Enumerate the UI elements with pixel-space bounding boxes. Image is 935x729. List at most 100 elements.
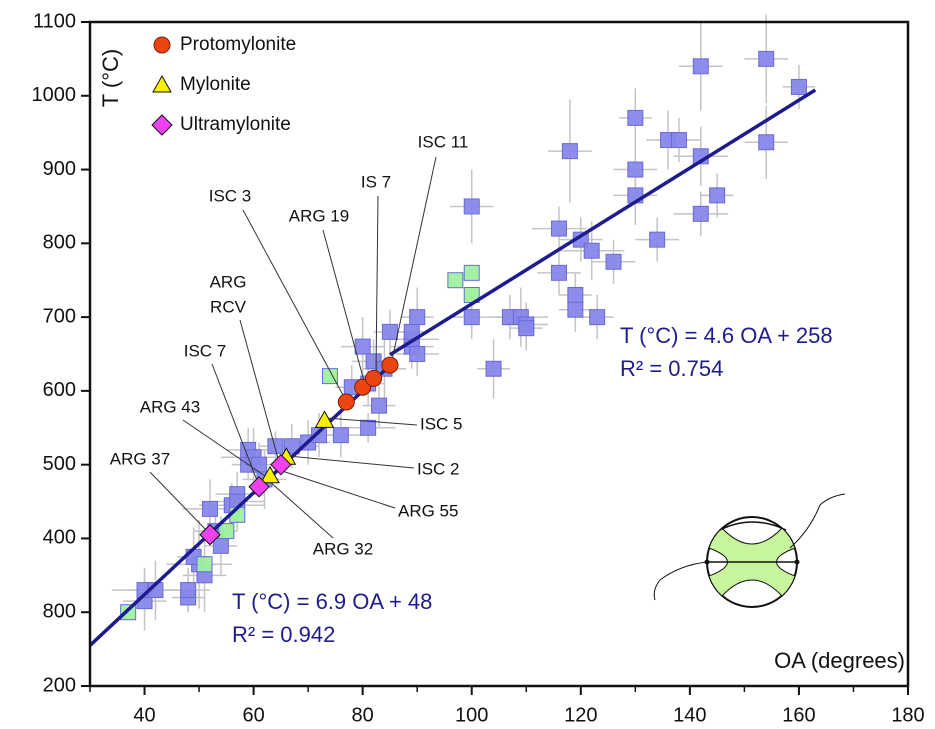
x-tick-label: 140 [673,704,706,726]
point [605,253,622,270]
y-tick-label: 500 [43,453,76,475]
legend-marker [151,114,173,136]
plot-frame [88,20,910,688]
fit-line [389,88,817,357]
point [463,264,480,281]
annotation-leader [267,479,334,539]
point [758,50,775,67]
point [251,456,268,473]
point [447,272,464,289]
legend-marker [152,74,172,93]
point [354,338,371,355]
inset-diagram [653,493,846,608]
point [199,524,221,546]
y-tick-label: 200 [43,674,76,696]
point [567,301,584,318]
point [692,205,709,222]
point [332,427,349,444]
point [180,582,197,599]
y-tick-label: 1000 [32,84,77,106]
annotation-leader [149,471,209,533]
point [337,393,355,411]
annotation: ISC 5 [420,414,463,433]
point [270,453,292,476]
point [314,410,335,428]
point [360,419,377,436]
x-tick-label: 180 [891,704,924,726]
inset-leader [789,493,846,549]
y-tick-label: 800 [43,601,76,623]
x-tick-label: 100 [455,704,488,726]
point [381,323,398,340]
x-tick-label: 120 [564,704,597,726]
point [627,109,644,126]
point [583,242,600,259]
point [321,368,338,385]
x-tick-label: 80 [352,704,374,726]
y-tick-label: 700 [43,305,76,327]
point [670,132,687,149]
annotation-leader [325,417,418,426]
point [649,231,666,248]
annotation: ARG 43 [140,397,200,416]
point [463,309,480,326]
fit-equation: T (°C) = 4.6 OA + 258 [620,323,833,348]
point [550,220,567,237]
point [409,309,426,326]
y-axis-label: T (°C) [98,49,123,108]
point [790,78,807,95]
annotation: ISC 7 [184,341,227,360]
point [550,264,567,281]
point [627,161,644,178]
annotation: ARG 32 [313,539,373,558]
point [692,58,709,75]
point [561,143,578,160]
point [518,320,535,337]
annotation: ISC 3 [209,186,252,205]
point [409,346,426,362]
annotation: ARG 55 [398,501,458,520]
point [758,134,775,151]
fit-r2: R² = 0.942 [232,622,335,647]
point [283,438,300,455]
point [709,187,726,204]
annotation-leader [287,455,415,469]
point [463,198,480,215]
x-tick-label: 40 [133,704,155,726]
y-tick-label: 900 [43,158,76,180]
point [485,360,502,377]
point [260,465,280,484]
point [365,369,383,387]
inset-dot [794,559,800,565]
x-tick-label: 60 [242,704,264,726]
legend-marker [153,36,171,54]
point [218,523,235,540]
annotation: ARG 37 [110,449,170,468]
annotation-leader [242,209,345,398]
annotation: IS 7 [361,172,391,191]
annotation-leader [211,363,259,484]
annotation: RCV [210,297,247,316]
point [567,286,584,303]
point [267,438,284,455]
fit-r2: R² = 0.754 [620,356,723,381]
annotation: ARG [210,272,247,291]
legend-label: Ultramylonite [180,114,291,135]
annotation-leader [275,468,396,509]
legend-label: Mylonite [180,74,251,95]
fit-equation: T (°C) = 6.9 OA + 48 [232,589,432,614]
annotation: ISC 2 [417,459,460,478]
inset-leader [653,561,708,601]
point [201,500,218,517]
annotation-leader [375,195,379,373]
point [381,356,399,374]
point [589,309,606,326]
y-tick-label: 600 [43,379,76,401]
annotation-leader [182,419,266,477]
inset-arc [719,521,787,531]
annotation-leader [239,319,280,463]
x-tick-label: 160 [782,704,815,726]
x-axis-label: OA (degrees) [774,648,905,673]
annotation-leader [391,156,437,361]
